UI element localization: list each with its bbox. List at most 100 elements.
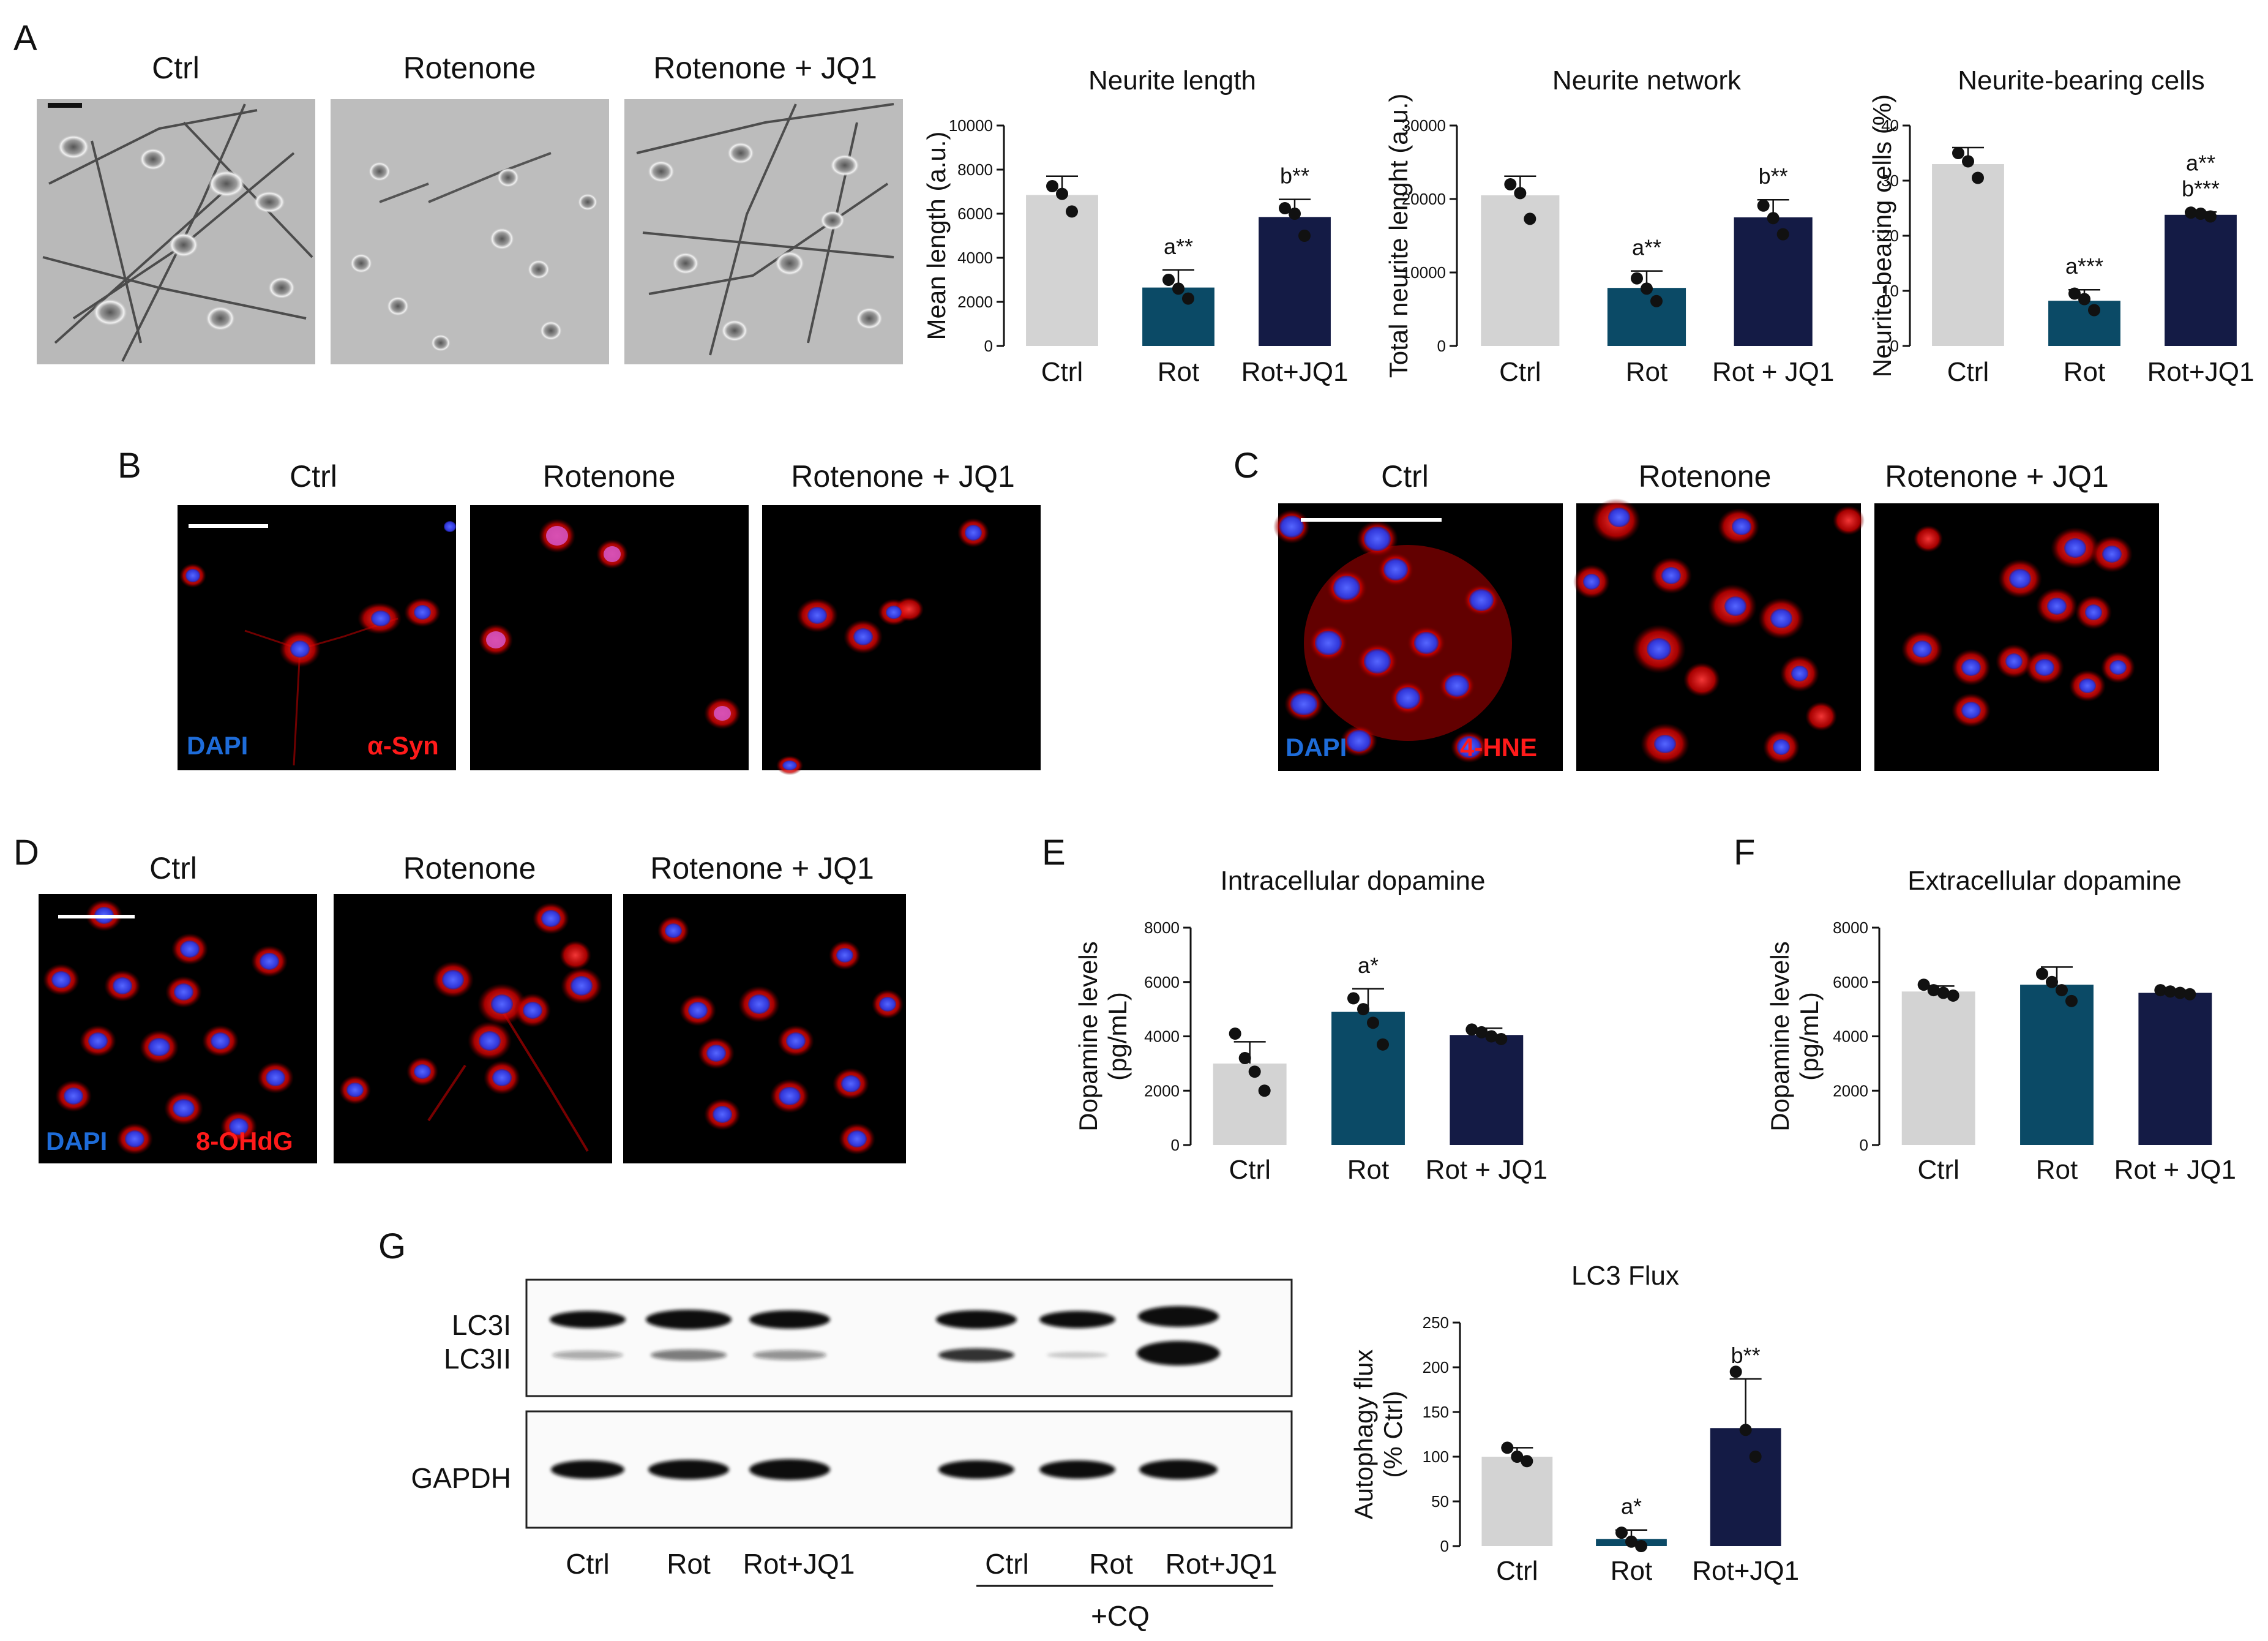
charts-layer: Neurite length0200040006000800010000Mean… bbox=[922, 66, 2254, 1586]
b-title-rotenone: Rotenone bbox=[543, 459, 676, 494]
western-blot: LC3I LC3II GAPDH Ctrl Rot Rot+JQ1 Ctrl R… bbox=[411, 1279, 1293, 1632]
blot-treatment-cq: +CQ bbox=[1091, 1600, 1150, 1632]
point-extracellular-dopamine-2-0 bbox=[2154, 984, 2167, 997]
y-tick-label-extracellular-dopamine-0: 0 bbox=[1860, 1136, 1868, 1154]
blot-lane-4: Ctrl bbox=[985, 1548, 1029, 1580]
point-extracellular-dopamine-1-2 bbox=[2056, 984, 2068, 997]
point-extracellular-dopamine-2-2 bbox=[2174, 986, 2187, 999]
y-tick-label-neurite-network-0: 0 bbox=[1437, 337, 1446, 355]
d-title-rotenone: Rotenone bbox=[403, 851, 536, 885]
point-extracellular-dopamine-1-1 bbox=[2046, 975, 2058, 988]
category-label-lc3-flux-0: Ctrl bbox=[1496, 1556, 1538, 1586]
panel-letter-f: F bbox=[1734, 833, 1755, 873]
micrograph-c-rotenone bbox=[1573, 498, 1865, 771]
category-label-intracellular-dopamine-0: Ctrl bbox=[1229, 1155, 1270, 1185]
panel-letter-b: B bbox=[118, 446, 141, 486]
significance-label-intracellular-dopamine-1: a* bbox=[1358, 953, 1379, 978]
d-title-ctrl: Ctrl bbox=[149, 851, 197, 885]
chart-neurite-bearing: Neurite-bearing cells 0 10 20 30 40Neurite-be… bbox=[1868, 66, 2254, 387]
y-label-intracellular-dopamine: Dopamine levels(pg/mL) bbox=[1074, 941, 1132, 1132]
y-tick-label-neurite-length-1: 2000 bbox=[957, 293, 993, 311]
point-neurite-length-1-2 bbox=[1182, 292, 1194, 305]
micrograph-a-ctrl bbox=[37, 99, 315, 364]
point-neurite-bearing-1-2 bbox=[2088, 304, 2100, 317]
category-label-neurite-network-2: Rot + JQ1 bbox=[1712, 357, 1834, 387]
panel-letter-d: D bbox=[13, 833, 39, 873]
point-neurite-network-1-0 bbox=[1631, 272, 1643, 285]
micrograph-d-rotenone bbox=[334, 894, 612, 1163]
y-tick-label-lc3-flux-3: 150 bbox=[1423, 1403, 1449, 1421]
significance-label-neurite-length-1: a** bbox=[1164, 234, 1193, 259]
bar-neurite-length-0 bbox=[1026, 195, 1098, 346]
significance-label-neurite-length-2: b** bbox=[1280, 163, 1309, 189]
y-tick-label-neurite-bearing-0: 0 bbox=[1890, 337, 1899, 355]
y-tick-label-neurite-length-0: 0 bbox=[984, 337, 993, 355]
point-neurite-length-0-2 bbox=[1066, 205, 1078, 218]
blot-label-gapdh: GAPDH bbox=[411, 1462, 511, 1494]
chart-lc3-flux: LC3 Flux 0 50 100 150 200 250 Autophagy flux(% … bbox=[1349, 1261, 1799, 1586]
y-tick-label-extracellular-dopamine-3: 6000 bbox=[1833, 973, 1868, 991]
micrograph-c-ctrl: DAPI 4-HNE bbox=[1273, 503, 1563, 771]
c-title-ctrl: Ctrl bbox=[1381, 459, 1429, 494]
a-title-ctrl: Ctrl bbox=[152, 51, 200, 85]
point-neurite-length-1-1 bbox=[1172, 282, 1185, 295]
point-intracellular-dopamine-0-3 bbox=[1258, 1084, 1271, 1097]
blot-label-lc3i: LC3I bbox=[452, 1309, 511, 1341]
point-neurite-network-2-2 bbox=[1776, 228, 1789, 241]
significance-label-lc3-flux-2: b** bbox=[1731, 1343, 1761, 1368]
point-lc3-flux-0-1 bbox=[1511, 1451, 1524, 1463]
y-label-lc3-flux: Autophagy flux(% Ctrl) bbox=[1349, 1350, 1407, 1520]
point-neurite-network-2-1 bbox=[1767, 212, 1780, 225]
bar-neurite-network-0 bbox=[1481, 195, 1560, 346]
micrograph-c-rotenone-jq1 bbox=[1874, 503, 2159, 771]
category-label-neurite-length-0: Ctrl bbox=[1041, 357, 1083, 387]
point-neurite-length-2-1 bbox=[1289, 208, 1301, 220]
d-stain-8ohdg: 8-OHdG bbox=[196, 1127, 293, 1155]
panel-letter-a: A bbox=[13, 18, 37, 58]
bar-neurite-network-1 bbox=[1607, 288, 1686, 346]
point-neurite-network-2-0 bbox=[1757, 199, 1770, 212]
y-tick-label-lc3-flux-0: 0 bbox=[1440, 1537, 1449, 1555]
y-tick-label-neurite-length-3: 6000 bbox=[957, 205, 993, 223]
y-tick-label-neurite-network-3: 30000 bbox=[1402, 116, 1446, 135]
point-neurite-length-1-0 bbox=[1162, 274, 1175, 286]
c-stain-dapi: DAPI bbox=[1286, 733, 1347, 762]
point-neurite-bearing-0-2 bbox=[1972, 171, 1984, 184]
point-extracellular-dopamine-2-3 bbox=[2184, 988, 2196, 1001]
chart-title-neurite-network: Neurite network bbox=[1552, 66, 1742, 96]
category-label-intracellular-dopamine-1: Rot bbox=[1347, 1155, 1389, 1185]
b-stain-dapi: DAPI bbox=[187, 731, 248, 760]
y-tick-label-intracellular-dopamine-2: 4000 bbox=[1144, 1027, 1180, 1046]
category-label-neurite-bearing-0: Ctrl bbox=[1947, 357, 1989, 387]
bar-intracellular-dopamine-0 bbox=[1213, 1063, 1287, 1145]
blot-lane-2: Rot bbox=[667, 1548, 711, 1580]
category-label-intracellular-dopamine-2: Rot + JQ1 bbox=[1426, 1155, 1548, 1185]
significance-label-neurite-network-2: b** bbox=[1759, 163, 1788, 189]
point-neurite-bearing-2-1 bbox=[2195, 208, 2207, 220]
y-tick-label-neurite-bearing-4: 40 bbox=[1881, 116, 1899, 135]
bar-extracellular-dopamine-1 bbox=[2020, 985, 2094, 1145]
y-tick-label-neurite-length-4: 8000 bbox=[957, 160, 993, 179]
significance-label-neurite-network-1: a** bbox=[1632, 235, 1661, 260]
panel-letter-e: E bbox=[1042, 833, 1066, 873]
chart-title-neurite-bearing: Neurite-bearing cells bbox=[1958, 66, 2205, 96]
chart-title-neurite-length: Neurite length bbox=[1088, 66, 1256, 96]
point-lc3-flux-0-2 bbox=[1521, 1455, 1533, 1468]
point-intracellular-dopamine-1-1 bbox=[1357, 1003, 1369, 1016]
bar-neurite-bearing-0 bbox=[1932, 164, 2004, 346]
point-neurite-bearing-2-2 bbox=[2204, 210, 2217, 223]
point-intracellular-dopamine-2-2 bbox=[1485, 1030, 1498, 1043]
point-intracellular-dopamine-2-1 bbox=[1475, 1026, 1488, 1038]
bar-lc3-flux-2 bbox=[1710, 1428, 1781, 1546]
point-extracellular-dopamine-1-3 bbox=[2065, 994, 2078, 1007]
point-extracellular-dopamine-0-0 bbox=[1917, 978, 1930, 991]
blot-lane-6: Rot+JQ1 bbox=[1166, 1548, 1278, 1580]
panel-letter-g: G bbox=[378, 1226, 406, 1266]
point-extracellular-dopamine-0-3 bbox=[1947, 989, 1959, 1002]
bar-intracellular-dopamine-2 bbox=[1450, 1035, 1524, 1145]
point-neurite-network-0-2 bbox=[1524, 212, 1536, 225]
y-label-neurite-network: Total neurite lenght (a.u.) bbox=[1384, 94, 1413, 378]
micrograph-a-rotenone bbox=[331, 99, 609, 364]
point-neurite-length-2-0 bbox=[1279, 202, 1291, 214]
y-tick-label-neurite-length-5: 10000 bbox=[949, 116, 993, 135]
